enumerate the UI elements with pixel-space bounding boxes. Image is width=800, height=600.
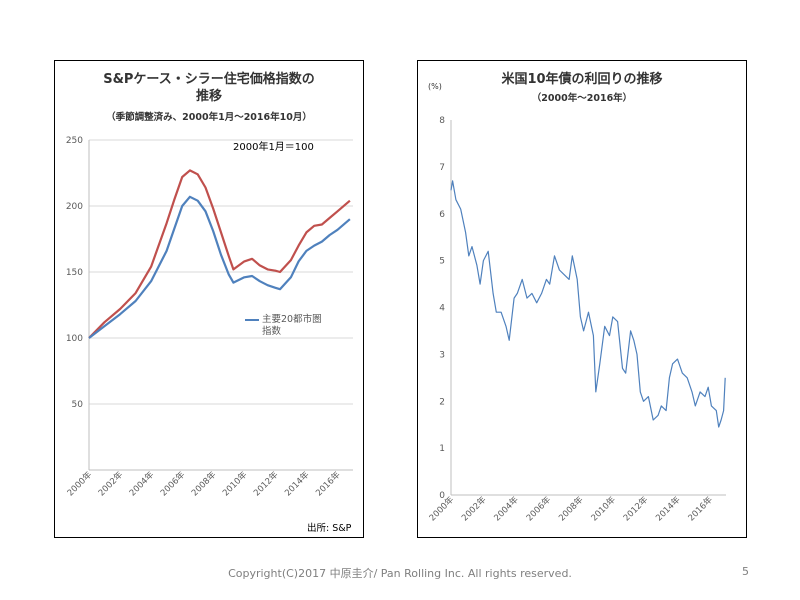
x-tick-label: 2014年 bbox=[654, 494, 683, 523]
y-tick-label: 100 bbox=[66, 334, 83, 344]
y-tick-label: 6 bbox=[439, 210, 445, 220]
base-date-annotation: 2000年1月＝100 bbox=[233, 142, 314, 153]
y-tick-label: 5 bbox=[439, 257, 445, 267]
chart-subtitle: （2000年～2016年） bbox=[531, 93, 633, 104]
x-tick-label: 2010年 bbox=[589, 494, 618, 523]
y-tick-label: 150 bbox=[66, 268, 83, 278]
y-tick-label: 7 bbox=[439, 163, 445, 173]
source-note: 出所: S&P bbox=[307, 523, 352, 534]
x-tick-label: 2002年 bbox=[459, 494, 488, 523]
x-tick-label: 2006年 bbox=[524, 494, 553, 523]
x-tick-label: 2016年 bbox=[686, 494, 715, 523]
case-shiller-chart-panel: S&Pケース・シラー住宅価格指数の 推移 （季節調整済み、2000年1月～201… bbox=[54, 60, 364, 538]
x-tick-label: 2000年 bbox=[65, 469, 94, 498]
chart-title-line2: 推移 bbox=[195, 89, 222, 104]
x-tick-label: 2012年 bbox=[251, 469, 280, 498]
x-tick-label: 2014年 bbox=[282, 469, 311, 498]
treasury-yield-chart-panel: 米国10年債の利回りの推移 （2000年～2016年） (%) 0 1 2 3 4 5 6 7… bbox=[417, 60, 747, 538]
chart-title: 米国10年債の利回りの推移 bbox=[501, 72, 663, 87]
page-number: 5 bbox=[742, 565, 749, 578]
x-tick-label: 2006年 bbox=[158, 469, 187, 498]
series-line-1 bbox=[88, 169, 351, 339]
x-tick-label: 2004年 bbox=[492, 494, 521, 523]
y-tick-label: 0 bbox=[439, 491, 445, 501]
y-tick-label: 3 bbox=[439, 350, 445, 360]
y-tick-label: 200 bbox=[66, 202, 83, 212]
x-tick-label: 2002年 bbox=[96, 469, 125, 498]
y-axis-unit: (%) bbox=[428, 82, 442, 91]
y-tick-label: 8 bbox=[439, 116, 445, 126]
y-tick-label: 4 bbox=[439, 304, 445, 314]
legend-label: 主要20都市圏指数 bbox=[262, 314, 322, 337]
y-tick-label: 50 bbox=[72, 400, 84, 410]
chart-title-line1: S&Pケース・シラー住宅価格指数の bbox=[103, 72, 315, 87]
y-tick-label: 1 bbox=[439, 444, 445, 454]
y-tick-label: 250 bbox=[66, 136, 83, 146]
series-line-1 bbox=[450, 180, 726, 428]
x-tick-label: 2010年 bbox=[220, 469, 249, 498]
y-tick-label: 2 bbox=[439, 397, 445, 407]
copyright-footer: Copyright(C)2017 中原圭介/ Pan Rolling Inc. … bbox=[228, 567, 572, 580]
series-line-2 bbox=[88, 195, 351, 339]
legend: 主要20都市圏指数 bbox=[245, 314, 335, 340]
x-tick-label: 2008年 bbox=[189, 469, 218, 498]
x-tick-label: 2008年 bbox=[556, 494, 585, 523]
legend-swatch bbox=[245, 319, 259, 321]
x-tick-label: 2004年 bbox=[127, 469, 156, 498]
x-tick-label: 2012年 bbox=[621, 494, 650, 523]
chart-subtitle: （季節調整済み、2000年1月～2016年10月） bbox=[106, 112, 312, 123]
x-tick-label: 2016年 bbox=[314, 469, 343, 498]
